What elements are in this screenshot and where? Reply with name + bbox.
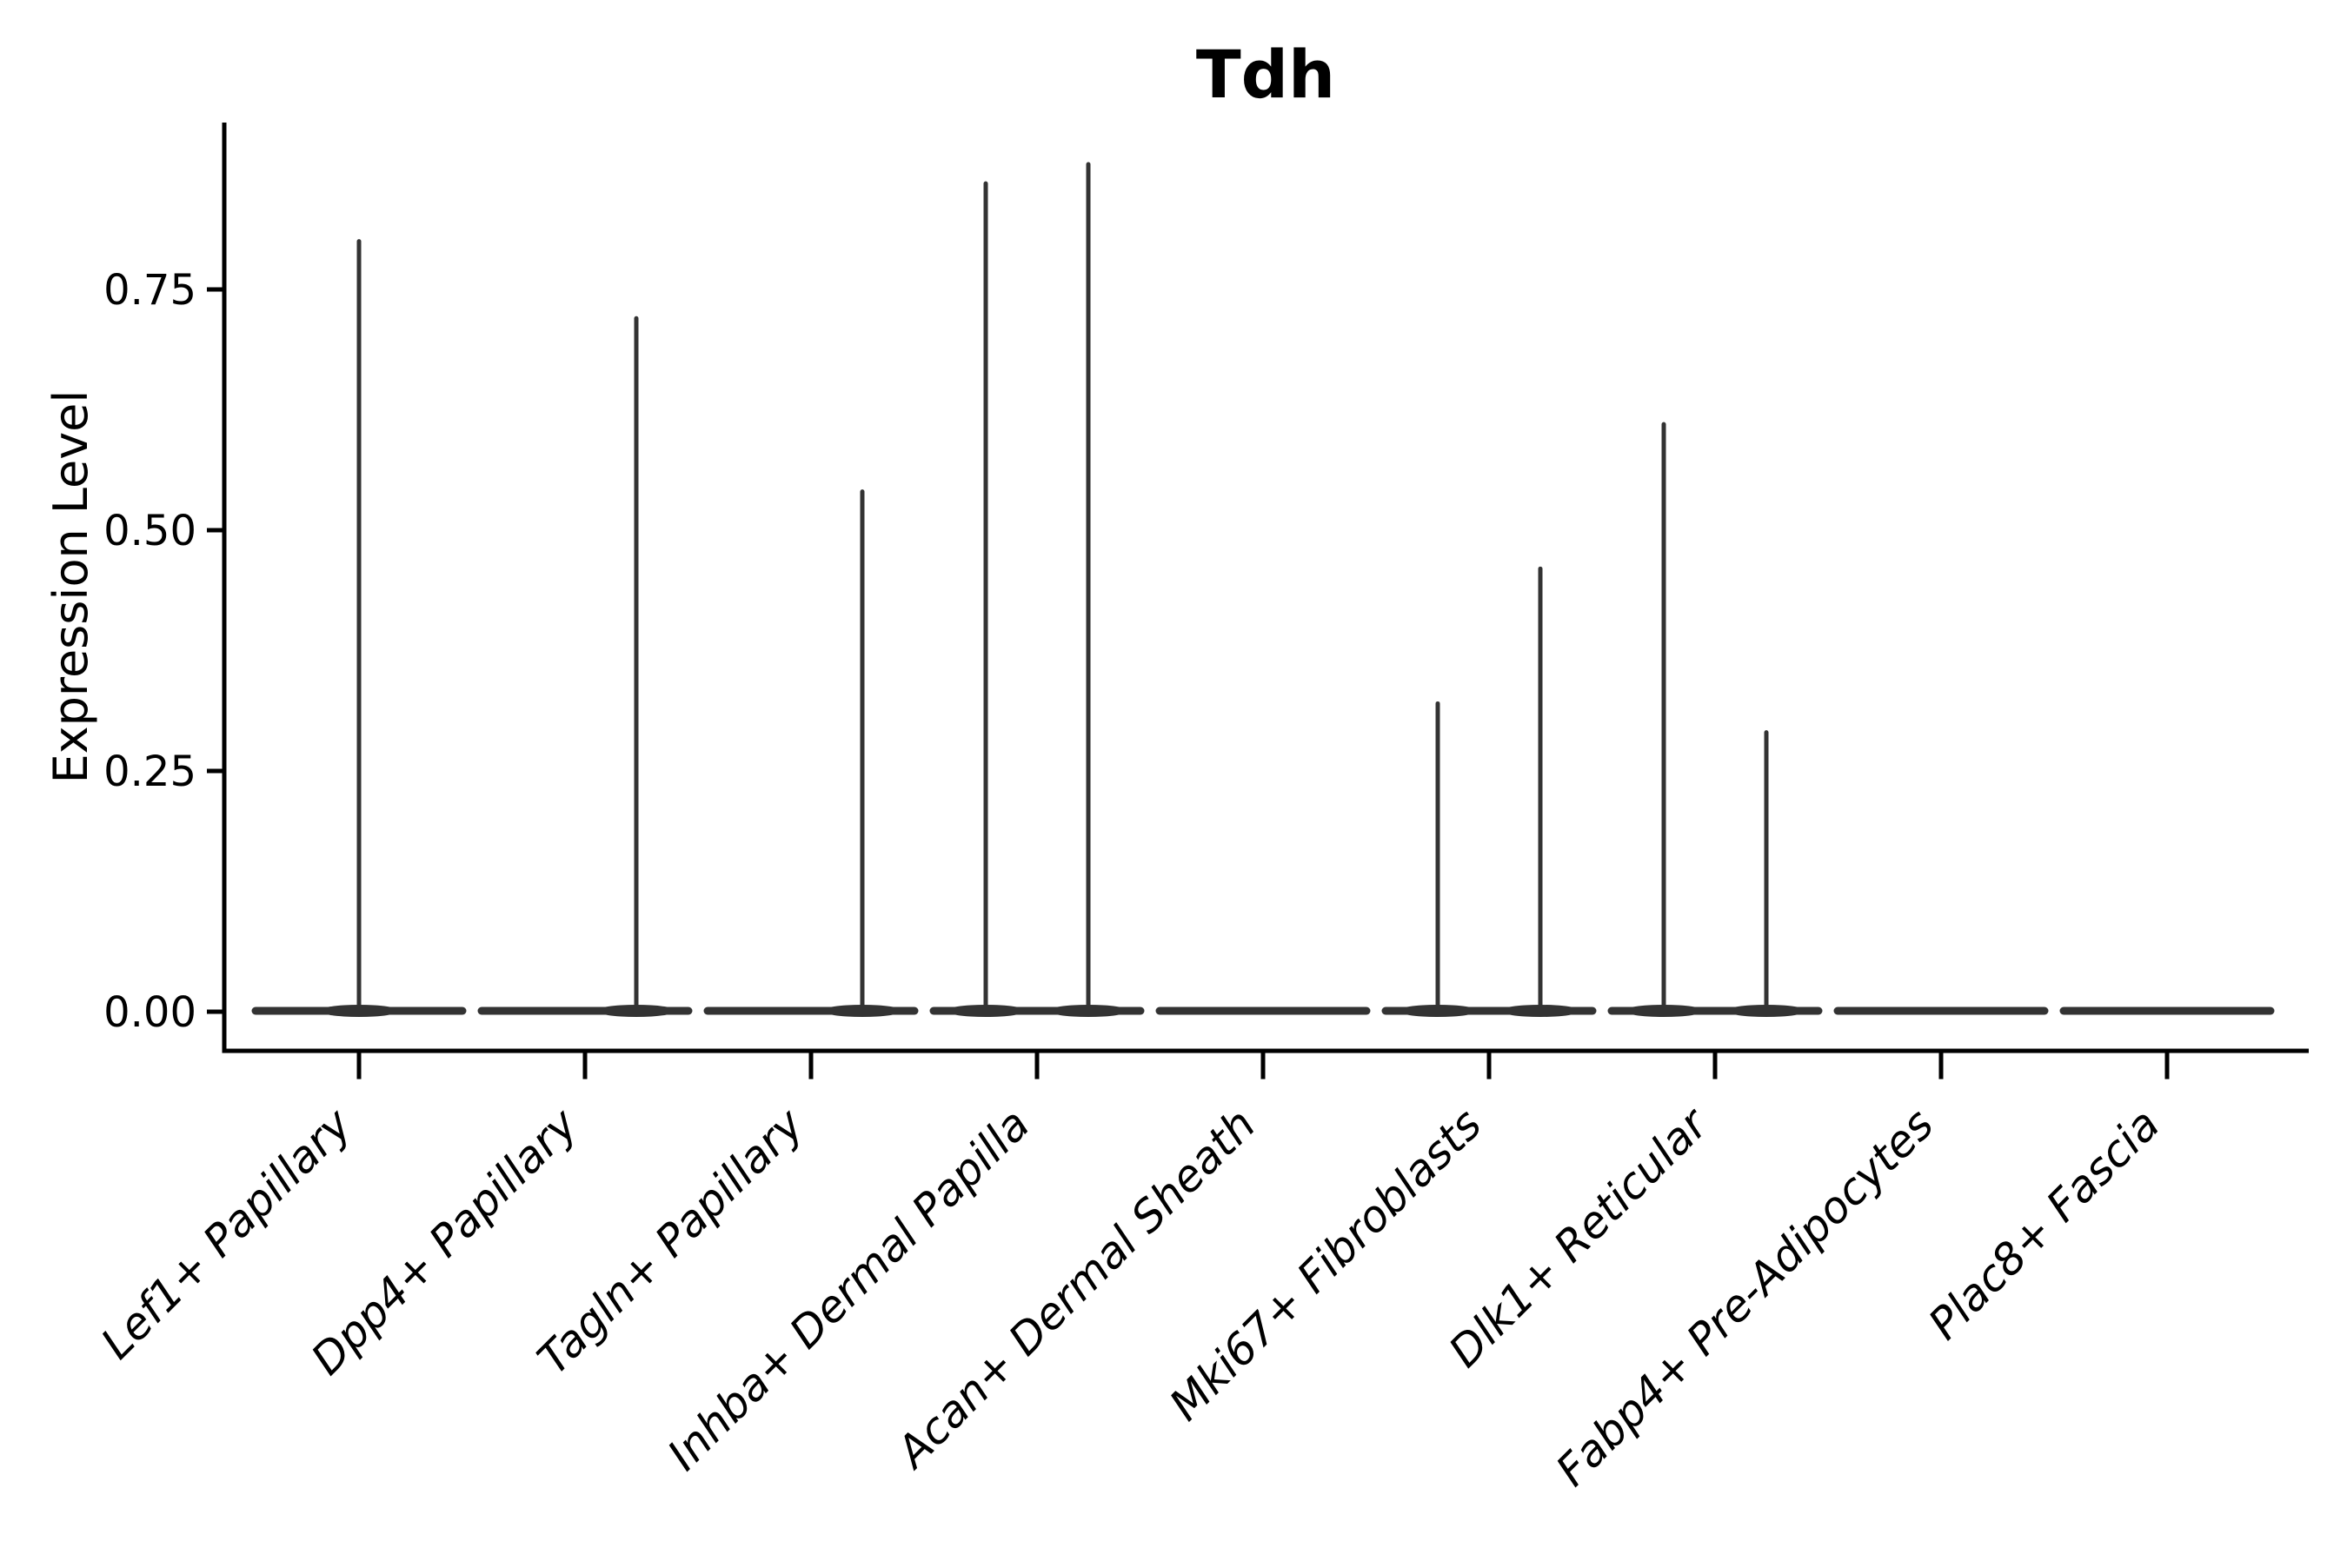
x-tick-label: Acan+ Dermal Sheath [886, 1099, 1266, 1478]
y-tick-label: 0.25 [103, 747, 196, 796]
y-tick-label: 0.50 [103, 507, 196, 555]
x-tick-label: Plac8+ Fascia [1919, 1099, 2170, 1349]
y-tick-label: 0.00 [103, 988, 196, 1037]
y-axis-title: Expression Level [43, 390, 98, 784]
chart-title: Tdh [1196, 36, 1335, 113]
y-tick-label: 0.75 [103, 266, 196, 315]
x-tick-label: Fabp4+ Pre-Adipocytes [1546, 1099, 1944, 1496]
x-tick-label: Inhba+ Dermal Papilla [658, 1099, 1039, 1479]
